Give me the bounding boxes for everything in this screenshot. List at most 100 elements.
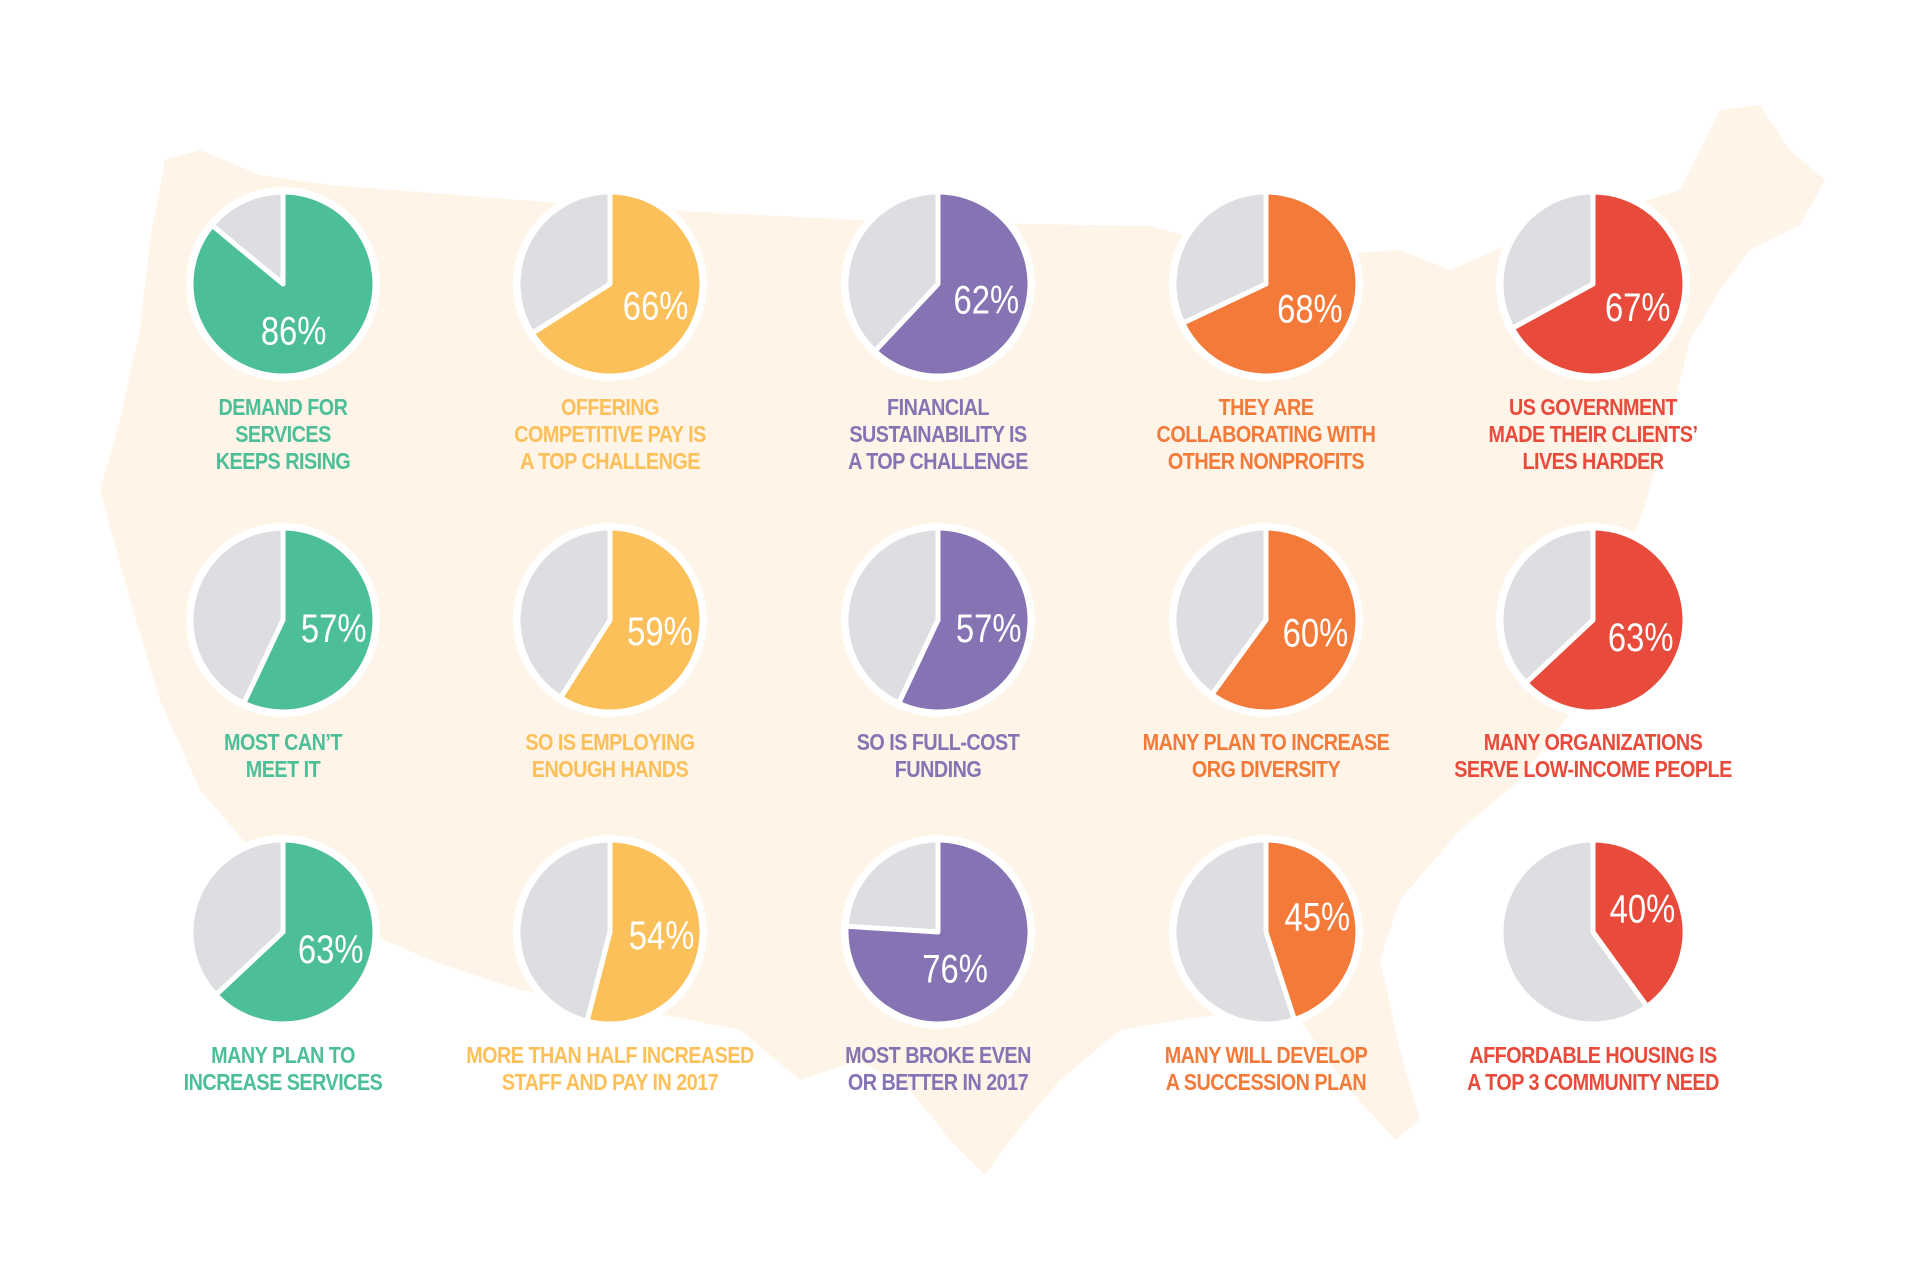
pie-value-label: 66% (623, 284, 689, 329)
pie-value-label: 62% (954, 278, 1020, 323)
pie-caption: FINANCIAL SUSTAINABILITY IS A TOP CHALLENG… (792, 394, 1084, 475)
pie-slice-remainder (188, 837, 286, 998)
pie-value-label: 86% (261, 308, 327, 353)
pie-slice-remainder (1171, 525, 1269, 697)
pie-caption: AFFORDABLE HOUSING IS A TOP 3 COMMUNITY N… (1447, 1042, 1739, 1096)
caption-line: MEET IT (245, 756, 321, 782)
caption-line: MANY PLAN TO INCREASE (1142, 729, 1390, 755)
caption-line: MORE THAN HALF INCREASED (466, 1042, 754, 1068)
pie-value-label: 57% (301, 606, 367, 651)
caption-line: DEMAND FOR (218, 394, 348, 420)
pie-caption: MOST CAN’T MEET IT (137, 729, 429, 783)
pie-slice-remainder (843, 189, 941, 354)
pie-slice-value (213, 837, 378, 1027)
pie-caption: MANY ORGANIZATIONS SERVE LOW-INCOME PEOPL… (1447, 729, 1739, 783)
caption-line: A TOP CHALLENGE (848, 448, 1028, 474)
pie-slice-value (558, 525, 705, 715)
pie-slice-value (1209, 525, 1361, 715)
pie-value-label: 63% (1608, 615, 1674, 660)
pie-caption: SO IS FULL-COST FUNDING (792, 729, 1084, 783)
pie-slice-value (872, 189, 1033, 379)
caption-line: SO IS EMPLOYING (525, 729, 695, 755)
pie-chart: 63% (186, 835, 380, 1029)
pie-chart: 86% (186, 187, 380, 381)
caption-line: OFFERING (560, 394, 660, 420)
pie-slice-remainder (1498, 525, 1596, 686)
pie-caption: MOST BROKE EVEN OR BETTER IN 2017 (792, 1042, 1084, 1096)
pie-caption: MANY WILL DEVELOP A SUCCESSION PLAN (1120, 1042, 1412, 1096)
pie-caption: US GOVERNMENT MADE THEIR CLIENTS’ LIVES HA… (1447, 394, 1739, 475)
pie-chart: 63% (1496, 523, 1690, 717)
caption-line: ORG DIVERSITY (1191, 756, 1341, 782)
caption-line: MANY ORGANIZATIONS (1483, 729, 1703, 755)
pie-chart: 45% (1169, 835, 1363, 1029)
pie-caption: OFFERING COMPETITIVE PAY IS A TOP CHALLENG… (464, 394, 756, 475)
caption-line: ENOUGH HANDS (531, 756, 689, 782)
pie-slice-value (1509, 189, 1688, 379)
pie-slice-remainder (1498, 837, 1650, 1027)
pie-chart: 66% (513, 187, 707, 381)
pie-slice-value (529, 189, 705, 379)
pie-slice-value (896, 525, 1033, 715)
pie-value-label: 67% (1605, 285, 1671, 330)
pie-value-label: 54% (629, 913, 695, 958)
pie-slice-value (584, 837, 705, 1027)
caption-line: SUSTAINABILITY IS (849, 421, 1027, 447)
pie-slice-value (1523, 525, 1688, 715)
caption-line: MANY PLAN TO (211, 1042, 355, 1068)
pie-chart: 76% (841, 835, 1035, 1029)
caption-line: THEY ARE (1218, 394, 1314, 420)
pie-caption: THEY ARE COLLABORATING WITH OTHER NONPROFI… (1120, 394, 1412, 475)
caption-line: COMPETITIVE PAY IS (514, 421, 706, 447)
pie-value-label: 45% (1285, 894, 1351, 939)
caption-line: SO IS FULL-COST (856, 729, 1020, 755)
pie-caption: MANY PLAN TO INCREASE SERVICES (137, 1042, 429, 1096)
pie-chart: 54% (513, 835, 707, 1029)
caption-line: SERVE LOW-INCOME PEOPLE (1454, 756, 1732, 782)
caption-line: AFFORDABLE HOUSING IS (1469, 1042, 1717, 1068)
pie-chart: 40% (1496, 835, 1690, 1029)
pie-value-label: 40% (1610, 886, 1676, 931)
pie-value-label: 63% (298, 927, 364, 972)
pie-caption: SO IS EMPLOYING ENOUGH HANDS (464, 729, 756, 783)
caption-line: US GOVERNMENT (1508, 394, 1678, 420)
caption-line: COLLABORATING WITH (1156, 421, 1376, 447)
caption-line: A TOP 3 COMMUNITY NEED (1467, 1069, 1719, 1095)
pie-caption: MANY PLAN TO INCREASE ORG DIVERSITY (1120, 729, 1412, 783)
caption-line: MOST BROKE EVEN (845, 1042, 1031, 1068)
pie-chart: 57% (841, 523, 1035, 717)
caption-line: KEEPS RISING (215, 448, 351, 474)
pie-slice-remainder (188, 525, 286, 706)
pie-slice-value (241, 525, 378, 715)
pie-caption: DEMAND FOR SERVICES KEEPS RISING (137, 394, 429, 475)
pie-value-label: 57% (956, 606, 1022, 651)
pie-chart: 57% (186, 523, 380, 717)
pie-slice-value (1590, 837, 1688, 1009)
pie-chart: 67% (1496, 187, 1690, 381)
caption-line: FUNDING (894, 756, 982, 782)
pie-chart: 59% (513, 523, 707, 717)
pie-slice-remainder (209, 189, 286, 287)
pie-slice-value (843, 837, 1033, 1027)
pie-caption: MORE THAN HALF INCREASED STAFF AND PAY IN… (464, 1042, 756, 1096)
caption-line: SERVICES (235, 421, 331, 447)
pie-slice-value (1263, 837, 1361, 1022)
pie-chart: 60% (1169, 523, 1363, 717)
caption-line: A TOP CHALLENGE (520, 448, 700, 474)
caption-line: LIVES HARDER (1522, 448, 1664, 474)
pie-value-label: 60% (1283, 611, 1349, 656)
pie-value-label: 59% (627, 609, 693, 654)
pie-slice-remainder (843, 837, 941, 935)
caption-line: OTHER NONPROFITS (1167, 448, 1365, 474)
pie-chart: 62% (841, 187, 1035, 381)
pie-chart: 68% (1169, 187, 1363, 381)
caption-line: OR BETTER IN 2017 (847, 1069, 1029, 1095)
caption-line: A SUCCESSION PLAN (1165, 1069, 1367, 1095)
caption-line: MOST CAN’T (224, 729, 342, 755)
pie-slice-remainder (515, 837, 613, 1024)
caption-line: INCREASE SERVICES (183, 1069, 383, 1095)
caption-line: MANY WILL DEVELOP (1164, 1042, 1368, 1068)
pie-value-label: 76% (922, 947, 988, 992)
